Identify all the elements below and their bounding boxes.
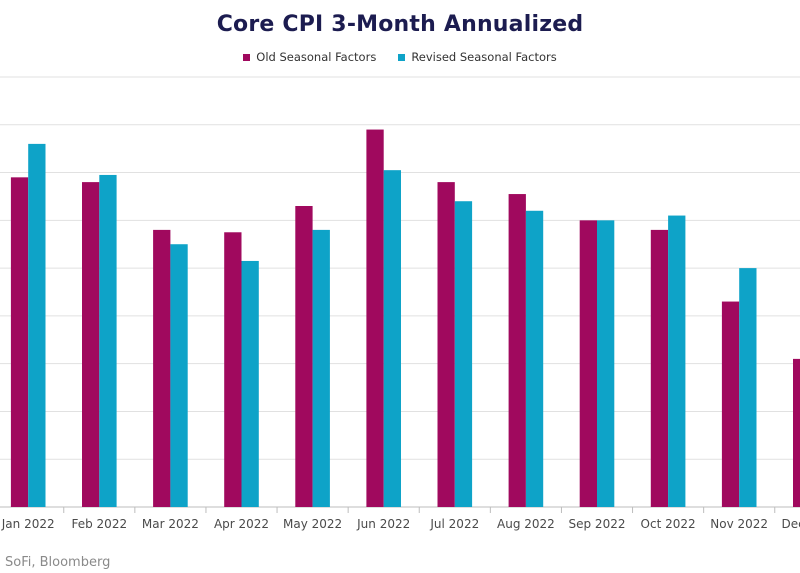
x-tick-label: Aug 2022 — [497, 517, 555, 531]
bar-revised-seasonal-factors — [383, 170, 401, 507]
x-tick-label: Dec 2022 — [782, 517, 800, 531]
bar-revised-seasonal-factors — [28, 143, 46, 507]
bar-old-seasonal-factors — [437, 182, 455, 507]
x-tick-label: May 2022 — [283, 517, 342, 531]
x-tick-label: Apr 2022 — [214, 517, 269, 531]
bar-old-seasonal-factors — [153, 229, 171, 507]
legend: Old Seasonal Factors Revised Seasonal Fa… — [0, 50, 800, 64]
source-note: SoFi, Bloomberg — [5, 555, 111, 570]
x-tick-label: Mar 2022 — [142, 517, 199, 531]
bar-revised-seasonal-factors — [597, 220, 615, 508]
x-tick-label: Sep 2022 — [569, 517, 626, 531]
bar-old-seasonal-factors — [82, 182, 100, 507]
bar-revised-seasonal-factors — [739, 268, 757, 507]
bar-revised-seasonal-factors — [99, 174, 117, 507]
legend-swatch-revised — [398, 53, 406, 61]
chart-title: Core CPI 3-Month Annualized — [216, 12, 584, 37]
bar-old-seasonal-factors — [224, 232, 242, 507]
bar-revised-seasonal-factors — [312, 229, 330, 507]
bar-revised-seasonal-factors — [170, 244, 188, 507]
x-tick-label: Jul 2022 — [429, 517, 479, 531]
bar-revised-seasonal-factors — [525, 210, 544, 507]
bar-old-seasonal-factors — [295, 206, 313, 507]
x-tick-label: Nov 2022 — [710, 517, 768, 531]
bar-old-seasonal-factors — [366, 129, 384, 508]
x-tick-label: Feb 2022 — [71, 517, 127, 531]
legend-label-old: Old Seasonal Factors — [256, 50, 377, 64]
bar-old-seasonal-factors — [579, 220, 597, 508]
x-tick-label: Jun 2022 — [356, 517, 410, 531]
bar-old-seasonal-factors — [10, 177, 29, 508]
bar-old-seasonal-factors — [650, 229, 669, 507]
legend-swatch-old — [243, 53, 251, 61]
x-tick-label: Oct 2022 — [641, 517, 696, 531]
x-tick-label: Jan 2022 — [1, 517, 55, 531]
bar-old-seasonal-factors — [508, 194, 526, 508]
legend-label-revised: Revised Seasonal Factors — [411, 50, 557, 64]
bar-revised-seasonal-factors — [454, 201, 473, 507]
bar-old-seasonal-factors — [721, 301, 740, 507]
bar-revised-seasonal-factors — [668, 215, 686, 508]
bar-revised-seasonal-factors — [241, 260, 259, 507]
legend-item-old: Old Seasonal Factors — [243, 50, 376, 64]
legend-item-revised: Revised Seasonal Factors — [398, 50, 557, 64]
bar-old-seasonal-factors — [793, 358, 800, 507]
